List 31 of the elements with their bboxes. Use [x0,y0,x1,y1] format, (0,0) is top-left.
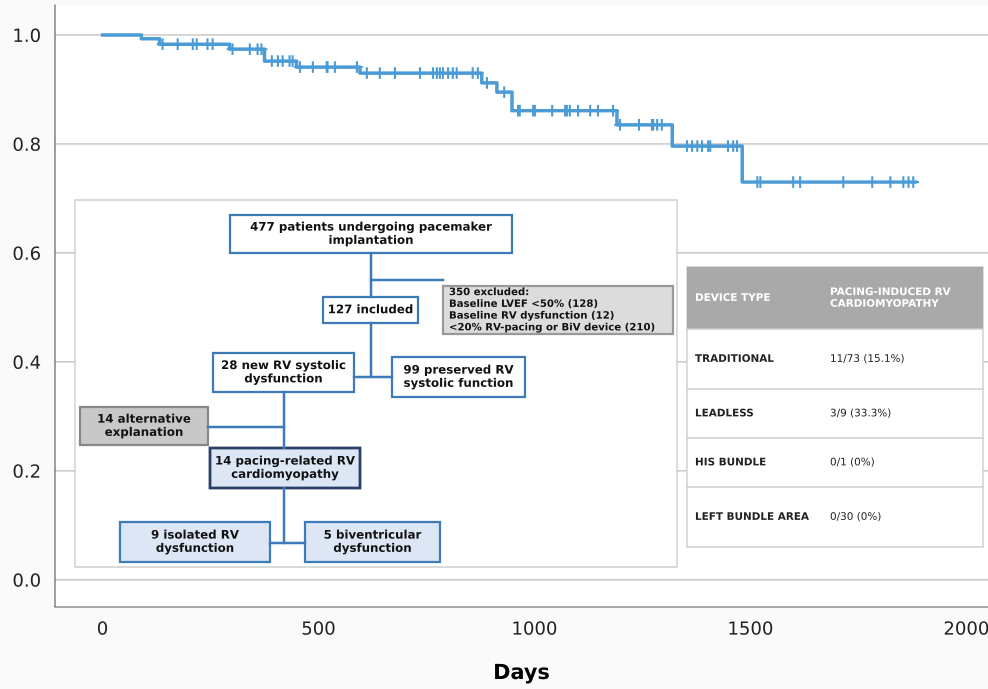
annotation: 127 included [329,304,412,314]
y-tick-label: 0.6 [14,246,40,260]
x-tick-label: 2000 [944,621,988,635]
annotation: 14 pacing-related RV cardiomyopathy [216,456,355,480]
y-tick-label: 0.2 [14,464,40,478]
x-axis-title: Days [495,664,549,684]
annotation: LEADLESS [696,408,753,417]
x-tick-label: 500 [302,621,335,635]
x-tick-label: 1500 [729,621,772,635]
annotation: DEVICE TYPE [696,293,770,302]
annotation: 350 excluded: Baseline LVEF <50% (128) Baseline RV dysfunction (12) <20% RV-pacing or BiV device (210) [450,287,654,333]
annotation: 5 biventricular dysfunction [324,530,422,554]
annotation: 11/73 (15.1%) [831,354,904,364]
annotation: 3/9 (33.3%) [830,408,890,418]
annotation: 28 new RV systolic dysfunction [222,360,346,385]
y-tick-label: 0.4 [14,355,40,369]
annotation: 0/1 (0%) [830,457,874,467]
x-tick-label: 1000 [513,621,556,635]
y-tick-label: 0.0 [14,573,40,587]
annotation: 14 alternative explanation [98,414,190,438]
annotation: HIS BUNDLE [696,458,766,466]
annotation: LEFT BUNDLE AREA [696,512,809,520]
annotation: 477 patients undergoing pacemaker implantation [250,222,492,246]
x-tick-label: 0 [98,621,108,635]
annotation: 0/30 (0%) [830,512,880,522]
annotation: PACING-INDUCED RV CARDIOMYOPATHY [830,287,951,307]
annotation: 99 preserved RV systolic function [404,364,514,390]
y-tick-label: 0.8 [14,137,40,152]
annotation: TRADITIONAL [695,354,774,362]
y-tick-label: 1.0 [14,28,40,42]
annotation: 9 isolated RV dysfunction [152,530,239,554]
